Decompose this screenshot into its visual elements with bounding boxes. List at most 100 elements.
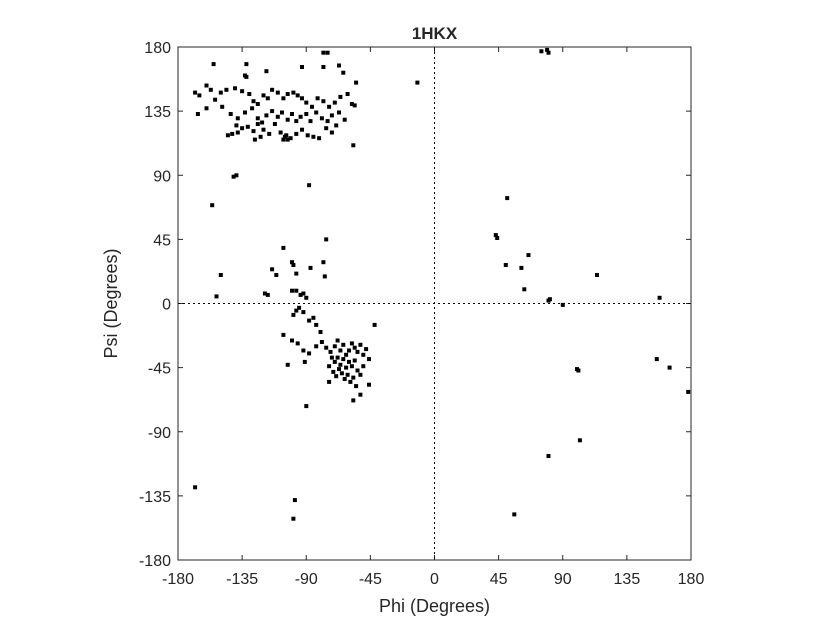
data-point (234, 173, 239, 178)
data-point (338, 362, 343, 367)
data-point (255, 122, 260, 126)
data-point (341, 342, 346, 347)
data-point (218, 90, 223, 95)
zero-lines (178, 47, 691, 560)
data-point (295, 93, 300, 98)
data-point (351, 375, 356, 380)
data-point (349, 364, 354, 369)
data-point (327, 364, 332, 369)
data-point (310, 104, 314, 109)
data-point (295, 341, 300, 346)
data-point (321, 260, 326, 265)
data-point (331, 369, 336, 374)
data-point (290, 288, 294, 293)
data-point (225, 133, 230, 138)
data-point (291, 312, 296, 317)
data-point (272, 122, 277, 126)
data-point (260, 120, 265, 125)
data-point (265, 96, 270, 101)
data-point (307, 318, 312, 323)
y-tick-label: 45 (153, 232, 171, 249)
data-point (324, 237, 329, 242)
data-point (290, 338, 294, 343)
data-point (284, 133, 289, 138)
data-point (204, 106, 209, 111)
data-point (332, 344, 337, 349)
x-tick-label: -180 (162, 571, 194, 588)
data-point (595, 273, 599, 277)
data-point (195, 112, 200, 116)
data-point (228, 112, 233, 116)
data-point (342, 377, 347, 381)
data-point (261, 127, 266, 132)
data-point (352, 103, 357, 108)
data-point (218, 273, 223, 277)
data-points (193, 47, 691, 521)
data-point (358, 372, 363, 377)
data-point (234, 123, 239, 128)
data-point (235, 130, 240, 135)
data-point (355, 349, 360, 354)
data-point (539, 49, 544, 54)
data-point (546, 298, 551, 303)
data-point (577, 438, 582, 443)
data-point (338, 94, 343, 99)
data-point (285, 92, 290, 96)
data-point (290, 112, 294, 116)
y-axis-label: Psi (Degrees) (101, 248, 121, 358)
data-point (347, 348, 351, 353)
data-point (281, 245, 286, 250)
data-point (294, 119, 299, 124)
data-point (337, 110, 341, 115)
y-tick-label: 0 (162, 297, 171, 314)
data-point (522, 287, 527, 292)
data-point (342, 117, 347, 122)
data-point (285, 137, 290, 142)
data-point (364, 347, 369, 352)
data-point (345, 372, 350, 377)
y-tick-label: -180 (139, 553, 171, 570)
data-point (314, 110, 319, 115)
data-point (545, 47, 550, 52)
data-point (245, 124, 250, 129)
data-point (301, 348, 306, 353)
data-point (265, 292, 270, 297)
data-point (304, 100, 309, 105)
data-point (325, 50, 330, 55)
data-point (193, 90, 198, 95)
data-point (251, 99, 256, 104)
data-point (335, 355, 340, 360)
data-point (560, 302, 565, 307)
data-point (281, 96, 286, 101)
data-point (654, 357, 659, 362)
data-point (355, 368, 360, 373)
data-point (335, 338, 340, 343)
data-point (305, 133, 310, 138)
data-point (281, 137, 286, 142)
data-point (338, 348, 343, 353)
data-point (294, 271, 299, 276)
data-point (321, 50, 326, 55)
data-point (294, 131, 299, 136)
data-point (308, 265, 313, 270)
data-point (244, 74, 249, 79)
y-tick-labels: -180 -135 -90 -45 0 45 90 135 180 (139, 40, 171, 570)
data-point (204, 83, 209, 88)
data-point (361, 364, 366, 369)
data-point (686, 389, 691, 394)
data-point (314, 322, 319, 327)
data-point (334, 374, 339, 379)
data-point (324, 126, 329, 131)
data-point (349, 102, 354, 106)
data-point (319, 116, 324, 121)
data-point (302, 359, 307, 364)
data-point (278, 130, 283, 135)
x-tick-label: 45 (490, 571, 508, 588)
data-point (270, 87, 275, 92)
data-point (255, 116, 260, 121)
data-point (358, 342, 363, 347)
data-point (314, 344, 319, 349)
data-point (354, 384, 359, 389)
data-point (291, 263, 296, 267)
